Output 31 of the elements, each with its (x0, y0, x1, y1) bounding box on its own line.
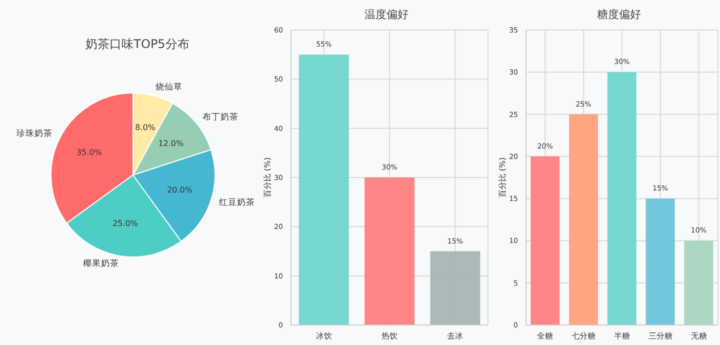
data-label: 35.0% (76, 148, 102, 158)
x-tick-label: 去冰 (447, 332, 464, 341)
y-axis-title: 百分比 (%) (498, 157, 507, 198)
data-label: 12.0% (158, 139, 184, 148)
slice-label: 烧仙草 (155, 82, 182, 93)
x-tick-label: 七分糖 (572, 332, 596, 341)
bar (684, 240, 714, 325)
data-label: 25.0% (112, 219, 138, 228)
chart-title: 糖度偏好 (596, 7, 642, 22)
x-tick-label: 全糖 (537, 332, 554, 341)
bar (298, 54, 349, 325)
slice-label: 红豆奶茶 (218, 196, 255, 208)
bar (607, 72, 636, 325)
bar (430, 251, 480, 325)
data-label: 8.0% (135, 122, 156, 132)
x-tick-label: 热饮 (382, 332, 398, 341)
x-tick-label: 冰饮 (316, 332, 332, 341)
slice-label: 珍珠奶茶 (16, 128, 53, 140)
x-tick-label: 半糖 (614, 332, 630, 341)
bar (646, 198, 675, 325)
y-axis-title: 百分比 (%) (262, 157, 272, 198)
slice-label: 布丁奶茶 (202, 112, 238, 123)
chart-title: 奶茶口味TOP5分布 (84, 36, 190, 53)
bar (530, 156, 560, 325)
chart-title: 温度偏好 (364, 7, 410, 22)
slice-label: 椰果奶茶 (82, 258, 119, 270)
x-tick-label: 无糖 (690, 332, 707, 341)
x-tick-label: 三分糖 (648, 332, 672, 341)
data-label: 20.0% (167, 186, 193, 195)
bar (569, 114, 598, 325)
bar (364, 178, 415, 325)
